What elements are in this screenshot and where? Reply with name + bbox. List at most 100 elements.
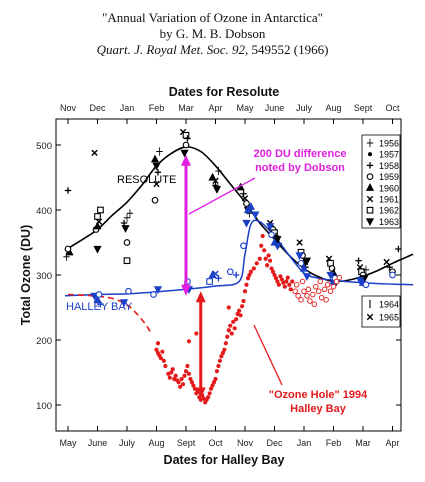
halley-bay-point	[153, 286, 163, 294]
ozone-hole-point	[265, 263, 270, 268]
resolute-point	[151, 196, 159, 204]
ozone-hole-point	[167, 375, 172, 380]
legend-marker	[365, 218, 375, 227]
resolute-point	[152, 162, 161, 171]
ozone-hole-point	[170, 367, 175, 372]
ozone-hole-point	[176, 380, 181, 385]
top-tick-label: Feb	[149, 103, 165, 113]
resolute-point	[153, 180, 160, 188]
halley-bay-point	[215, 275, 222, 282]
legend-year: 1958	[379, 161, 399, 171]
citation-author: by G. M. B. Dobson	[159, 26, 266, 41]
bottom-tick-label: Oct	[208, 438, 223, 448]
ozone-hole-open-point	[304, 293, 310, 299]
ozone-hole-open-point	[317, 278, 323, 285]
top-tick-label: Aug	[325, 103, 341, 113]
difference-arrow	[181, 154, 191, 296]
halley-bay-point	[246, 202, 255, 210]
ozone-hole-open-point	[310, 291, 316, 298]
halley-bay-point	[150, 291, 157, 298]
top-tick-label: May	[236, 103, 254, 113]
top-tick-label: Jan	[120, 103, 135, 113]
legend-year: 1965	[379, 313, 399, 323]
ozone-hole-open-point	[336, 274, 343, 281]
ozone-hole-point	[185, 363, 190, 369]
legend-halley	[361, 295, 401, 328]
ozone-hole-point	[188, 376, 193, 382]
ozone-hole-point	[225, 334, 230, 339]
ozone-hole-point	[214, 369, 220, 374]
ozone-hole-point	[231, 319, 236, 324]
ozone-hole-point	[276, 282, 282, 287]
label-hole-line1: "Ozone Hole" 1994	[269, 389, 368, 401]
bottom-tick-label: Feb	[326, 438, 342, 448]
legend-marker	[365, 183, 375, 191]
ozone-hole-point	[273, 276, 279, 281]
legend-year: 1962	[379, 206, 399, 216]
resolute-point	[362, 265, 370, 274]
ozone-hole-point	[210, 383, 215, 388]
top-tick-label: Mar	[178, 103, 194, 113]
bottom-tick-label: July	[119, 438, 136, 448]
legend-marker	[366, 173, 374, 180]
ozone-hole-point	[169, 370, 174, 375]
ozone-hole-point	[217, 358, 223, 363]
label-difference-line2: noted by Dobson	[255, 162, 345, 174]
ozone-hole-pointer	[253, 324, 283, 386]
halley-bay-point	[299, 263, 309, 272]
ozone-hole-point	[245, 276, 251, 281]
ozone-hole-point	[228, 323, 233, 328]
y-tick-label: 100	[36, 401, 52, 412]
ozone-hole-open-point	[305, 286, 312, 293]
difference-pointer	[188, 177, 256, 215]
ozone-hole-point	[208, 386, 214, 391]
resolute-point	[150, 154, 160, 163]
ozone-hole-point	[247, 272, 252, 278]
ozone-hole-point	[178, 384, 183, 389]
ozone-hole-open-point	[313, 283, 319, 290]
citation-title: "Annual Variation of Ozone in Antarctica…	[102, 10, 323, 25]
y-tick-label: 200	[36, 336, 52, 347]
ozone-hole-open-point	[301, 288, 307, 295]
halley-bay-point	[295, 252, 304, 261]
resolute-point	[395, 245, 402, 253]
legend-marker	[366, 138, 374, 148]
label-resolute: RESOLUTE	[117, 174, 176, 186]
ozone-hole-point	[219, 354, 224, 359]
ozone-hole-point	[179, 376, 184, 382]
ozone-hole-point	[237, 308, 242, 313]
resolute-point	[184, 135, 191, 142]
bottom-tick-label: Dec	[266, 438, 283, 448]
ozone-hole-point	[220, 350, 225, 356]
ozone-hole-point	[270, 269, 276, 274]
resolute-point	[215, 166, 222, 176]
ozone-hole-point	[241, 298, 246, 304]
ozone-hole-point	[173, 373, 178, 378]
ozone-hole-point	[206, 395, 211, 400]
ozone-hole-point	[222, 347, 227, 352]
resolute-point	[355, 257, 362, 264]
legend-year: 1956	[379, 139, 399, 149]
journal-name: Quart. J. Royal Met. Soc. 92,	[96, 42, 249, 57]
axis-ticks: 100 200 300 400 500 Nov Dec Jan Feb Mar Apr May June…	[36, 103, 401, 448]
halley-bay-point	[362, 281, 370, 289]
bottom-tick-label: Mar	[355, 438, 371, 448]
ozone-hole-point	[272, 272, 277, 278]
resolute-point	[212, 177, 219, 184]
top-tick-label: Nov	[60, 103, 77, 113]
ozone-hole-point	[251, 266, 256, 271]
ozone-hole-point	[186, 371, 192, 376]
ozone-hole-point	[229, 331, 234, 336]
resolute-point	[123, 257, 131, 265]
resolute-point	[64, 245, 72, 253]
ozone-hole-point	[160, 349, 165, 354]
resolute-point	[95, 218, 103, 225]
resolute-point	[302, 257, 312, 266]
ozone-hole-point	[266, 253, 271, 258]
ozone-hole-open-point	[292, 288, 298, 295]
legend-year: 1964	[379, 300, 399, 310]
halley-bay-point	[242, 219, 251, 228]
annotation-arrows	[181, 154, 283, 399]
ozone-hole-point	[226, 305, 231, 310]
